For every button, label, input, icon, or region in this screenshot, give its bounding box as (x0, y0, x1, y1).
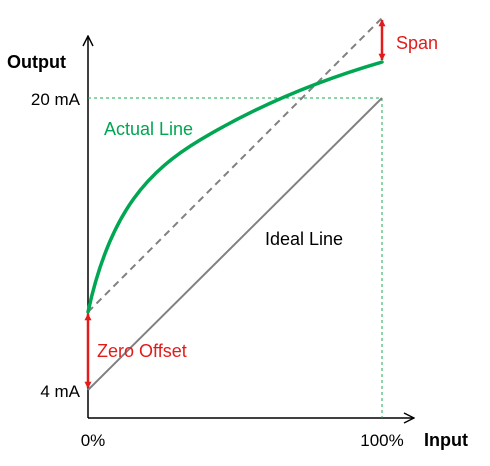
y-axis-title: Output (7, 52, 66, 72)
offset-ideal-line (87, 17, 383, 313)
x-axis-title: Input (424, 430, 468, 450)
ideal-line-label: Ideal Line (265, 229, 343, 249)
span-label: Span (396, 33, 438, 53)
x-tick-0-percent: 0% (81, 431, 106, 450)
ideal-line (87, 97, 383, 391)
zero-offset-label: Zero Offset (97, 341, 187, 361)
x-tick-100-percent: 100% (360, 431, 403, 450)
actual-line (86, 60, 384, 314)
actual-line-label: Actual Line (104, 119, 193, 139)
y-tick-20ma: 20 mA (31, 90, 81, 109)
y-tick-4ma: 4 mA (40, 382, 80, 401)
